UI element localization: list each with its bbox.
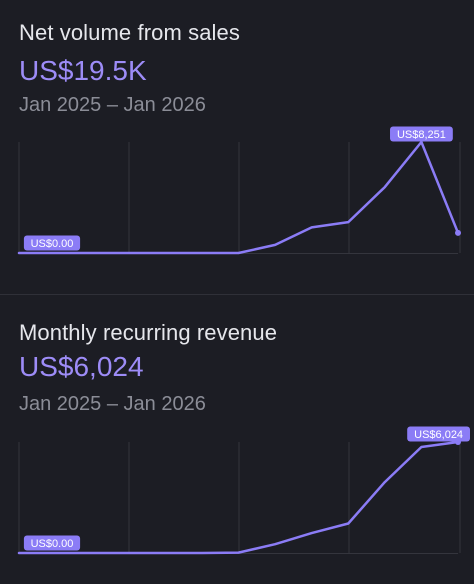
- min-value-badge-text: US$0.00: [31, 238, 74, 250]
- date-range: Jan 2025 – Jan 2026: [19, 393, 206, 415]
- card-value: US$6,024: [19, 351, 144, 382]
- max-value-badge-bg: [390, 126, 453, 142]
- min-value-badge-text: US$0.00: [31, 538, 74, 550]
- min-value-badge-bg: [23, 235, 81, 251]
- card-title: Net volume from sales: [19, 20, 240, 45]
- max-value-badge-text: US$6,024: [414, 429, 463, 441]
- max-value-badge-text: US$8,251: [397, 129, 446, 141]
- max-value-badge: US$8,251: [390, 126, 453, 142]
- end-point: [455, 229, 461, 236]
- min-value-badge: US$0.00: [23, 535, 81, 551]
- max-value-badge-bg: [407, 426, 470, 442]
- series-line: [17, 440, 460, 555]
- min-value-badge-bg: [23, 535, 81, 551]
- card-title: Monthly recurring revenue: [19, 320, 278, 345]
- mrr-card[interactable]: Monthly recurring revenue US$6,024 Jan 2…: [0, 295, 474, 584]
- min-value-badge: US$0.00: [23, 235, 81, 251]
- mrr-chart: US$0.00 US$6,024: [17, 426, 470, 555]
- max-value-badge: US$6,024: [407, 426, 470, 442]
- card-value: US$19.5K: [19, 55, 147, 86]
- date-range: Jan 2025 – Jan 2026: [19, 94, 206, 116]
- card-divider: [0, 294, 474, 295]
- net-volume-card[interactable]: Net volume from sales US$19.5K Jan 2025 …: [0, 0, 474, 294]
- net-volume-chart: US$0.00 US$8,251: [17, 126, 461, 255]
